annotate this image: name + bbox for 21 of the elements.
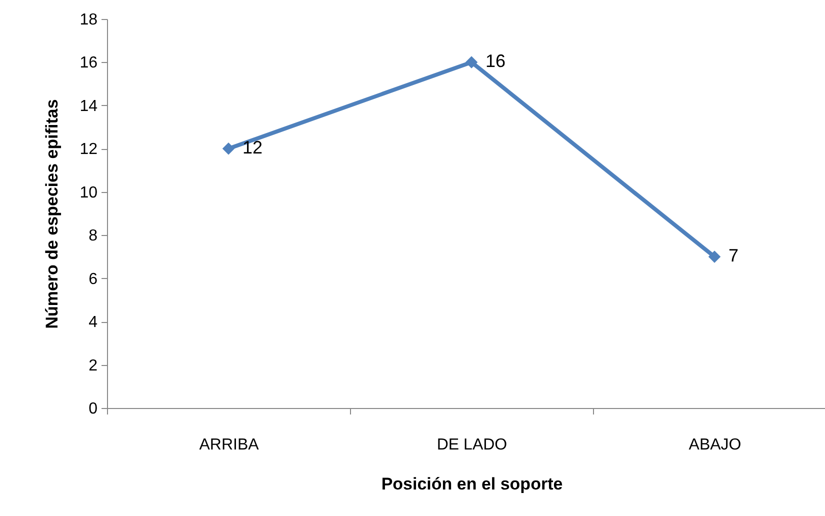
point — [465, 56, 478, 68]
y-tick-label: 8 — [88, 228, 98, 245]
point — [222, 142, 235, 155]
point — [708, 250, 721, 263]
y-tick-label: 16 — [80, 54, 98, 72]
x-axis-title: Posición en el soporte — [381, 474, 563, 494]
y-tick-label: 14 — [80, 98, 98, 115]
y-axis-title: Número de especies epifitas — [42, 99, 62, 329]
x-tick-label: ARRIBA — [199, 436, 260, 454]
y-tick-label: 4 — [88, 314, 98, 332]
data-label: 7 — [728, 246, 739, 266]
x-tick-label: ABAJO — [688, 436, 742, 454]
x-tick-label: DE LADO — [436, 436, 508, 454]
data-label: 12 — [242, 138, 263, 158]
y-tick-label: 6 — [88, 270, 98, 288]
y-tick-label: 2 — [88, 357, 98, 374]
y-tick-label: 12 — [80, 141, 98, 158]
y-tick-label: 0 — [88, 400, 98, 418]
y-tick-label: 18 — [80, 12, 98, 28]
data-label: 16 — [486, 51, 506, 72]
y-tick-label: 10 — [80, 184, 98, 202]
